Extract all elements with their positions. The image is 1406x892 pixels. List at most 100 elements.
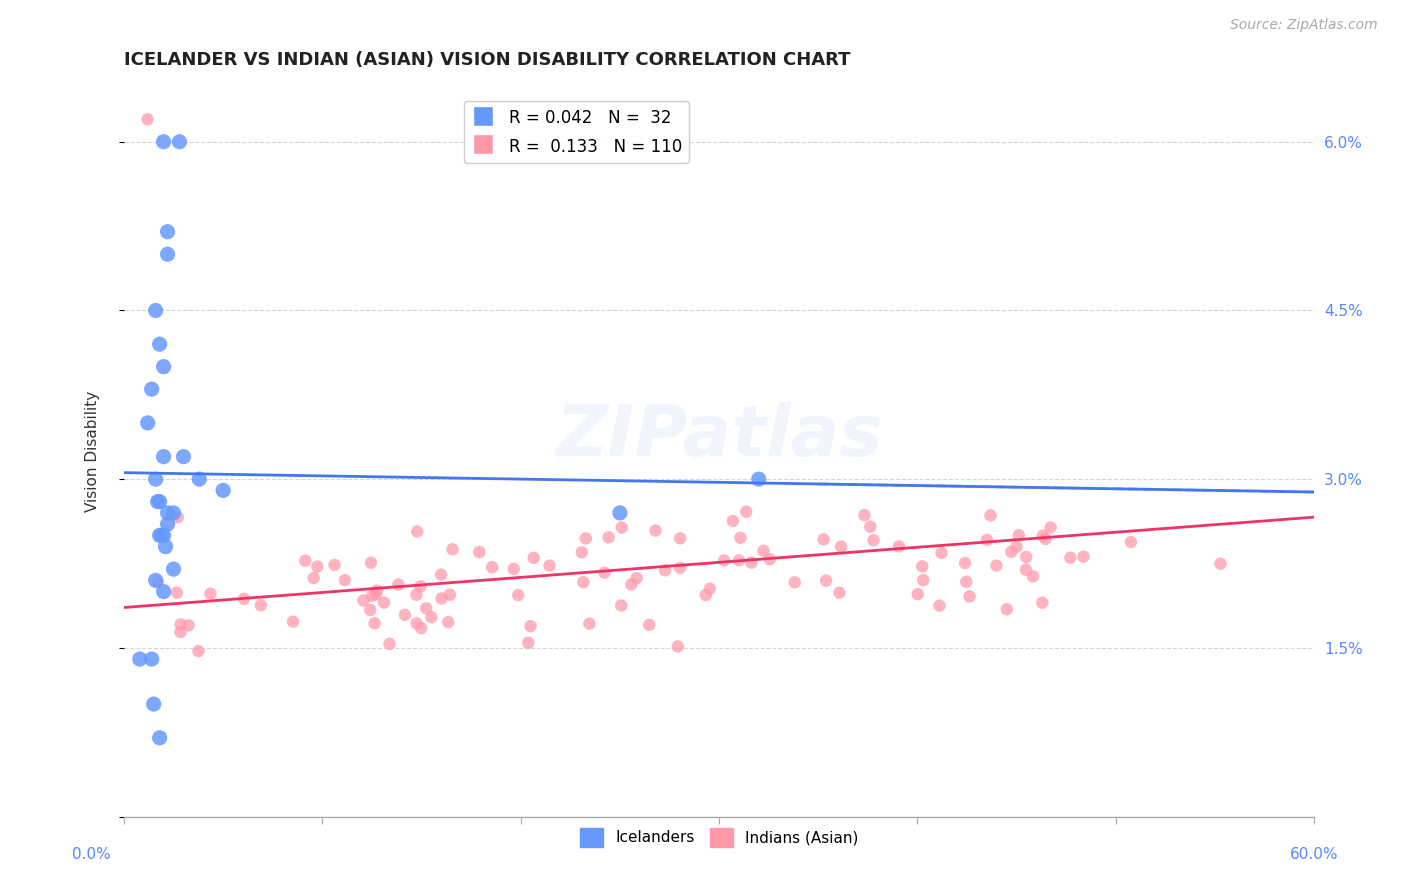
Icelanders (149, 528, 172, 542)
Text: ZIPatlas: ZIPatlas (555, 402, 883, 471)
Text: ICELANDER VS INDIAN (ASIAN) VISION DISABILITY CORRELATION CHART: ICELANDER VS INDIAN (ASIAN) VISION DISAB… (124, 51, 851, 69)
Indians (Asian) (759, 552, 782, 566)
Indians (Asian) (364, 587, 387, 601)
Indians (Asian) (361, 589, 384, 603)
Indians (Asian) (250, 599, 273, 613)
Indians (Asian) (294, 554, 316, 568)
Indians (Asian) (721, 514, 744, 528)
Indians (Asian) (828, 585, 851, 599)
Indians (Asian) (995, 602, 1018, 616)
Indians (Asian) (519, 619, 541, 633)
Indians (Asian) (654, 563, 676, 577)
Indians (Asian) (571, 545, 593, 559)
Indians (Asian) (1000, 545, 1022, 559)
Icelanders (146, 494, 169, 508)
Indians (Asian) (699, 582, 721, 596)
Text: Source: ZipAtlas.com: Source: ZipAtlas.com (1230, 18, 1378, 32)
Indians (Asian) (575, 532, 598, 546)
Indians (Asian) (169, 625, 191, 640)
Icelanders (748, 472, 770, 486)
Indians (Asian) (783, 575, 806, 590)
Indians (Asian) (468, 545, 491, 559)
Indians (Asian) (169, 617, 191, 632)
Indians (Asian) (859, 519, 882, 533)
Indians (Asian) (360, 556, 382, 570)
Indians (Asian) (441, 542, 464, 557)
Indians (Asian) (815, 574, 838, 588)
Indians (Asian) (928, 599, 950, 613)
Indians (Asian) (420, 610, 443, 624)
Indians (Asian) (233, 591, 256, 606)
Indians (Asian) (610, 599, 633, 613)
Indians (Asian) (986, 558, 1008, 573)
Indians (Asian) (359, 603, 381, 617)
Indians (Asian) (406, 524, 429, 539)
Icelanders (156, 506, 179, 520)
Indians (Asian) (626, 571, 648, 585)
Indians (Asian) (523, 550, 546, 565)
Text: 60.0%: 60.0% (1291, 847, 1339, 863)
Indians (Asian) (578, 616, 600, 631)
Icelanders (145, 472, 167, 486)
Indians (Asian) (405, 616, 427, 631)
Indians (Asian) (430, 591, 453, 606)
Indians (Asian) (713, 553, 735, 567)
Indians (Asian) (437, 615, 460, 629)
Icelanders (152, 528, 174, 542)
Icelanders (141, 382, 163, 396)
Indians (Asian) (1059, 550, 1081, 565)
Icelanders (145, 574, 167, 588)
Indians (Asian) (1015, 549, 1038, 564)
Icelanders (141, 652, 163, 666)
Indians (Asian) (517, 636, 540, 650)
Indians (Asian) (830, 540, 852, 554)
Indians (Asian) (502, 562, 524, 576)
Indians (Asian) (669, 561, 692, 575)
Indians (Asian) (953, 556, 976, 570)
Indians (Asian) (409, 579, 432, 593)
Icelanders (136, 416, 159, 430)
Indians (Asian) (439, 588, 461, 602)
Indians (Asian) (1035, 532, 1057, 546)
Indians (Asian) (1039, 520, 1062, 534)
Indians (Asian) (598, 530, 620, 544)
Icelanders (152, 359, 174, 374)
Indians (Asian) (166, 510, 188, 524)
Icelanders (152, 135, 174, 149)
Indians (Asian) (1073, 549, 1095, 564)
Indians (Asian) (307, 559, 329, 574)
Icelanders (149, 494, 172, 508)
Indians (Asian) (415, 601, 437, 615)
Indians (Asian) (411, 621, 433, 635)
Indians (Asian) (813, 533, 835, 547)
Indians (Asian) (538, 558, 561, 573)
Indians (Asian) (735, 505, 758, 519)
Text: 0.0%: 0.0% (72, 847, 111, 863)
Indians (Asian) (1005, 540, 1028, 554)
Icelanders (155, 540, 177, 554)
Indians (Asian) (666, 640, 689, 654)
Indians (Asian) (1031, 596, 1053, 610)
Icelanders (149, 337, 172, 351)
Indians (Asian) (352, 593, 374, 607)
Indians (Asian) (1119, 535, 1142, 549)
Indians (Asian) (610, 520, 633, 534)
Indians (Asian) (669, 532, 692, 546)
Icelanders (152, 584, 174, 599)
Indians (Asian) (187, 644, 209, 658)
Indians (Asian) (373, 596, 395, 610)
Indians (Asian) (405, 588, 427, 602)
Indians (Asian) (620, 577, 643, 591)
Icelanders (150, 528, 173, 542)
Icelanders (212, 483, 235, 498)
Indians (Asian) (378, 637, 401, 651)
Indians (Asian) (363, 616, 385, 631)
Legend: R = 0.042   N =  32, R =  0.133   N = 110: R = 0.042 N = 32, R = 0.133 N = 110 (464, 101, 689, 163)
Icelanders (162, 506, 184, 520)
Y-axis label: Vision Disability: Vision Disability (86, 391, 100, 512)
Indians (Asian) (177, 618, 200, 632)
Indians (Asian) (593, 566, 616, 580)
Icelanders (169, 135, 191, 149)
Indians (Asian) (1008, 528, 1031, 542)
Indians (Asian) (136, 112, 159, 127)
